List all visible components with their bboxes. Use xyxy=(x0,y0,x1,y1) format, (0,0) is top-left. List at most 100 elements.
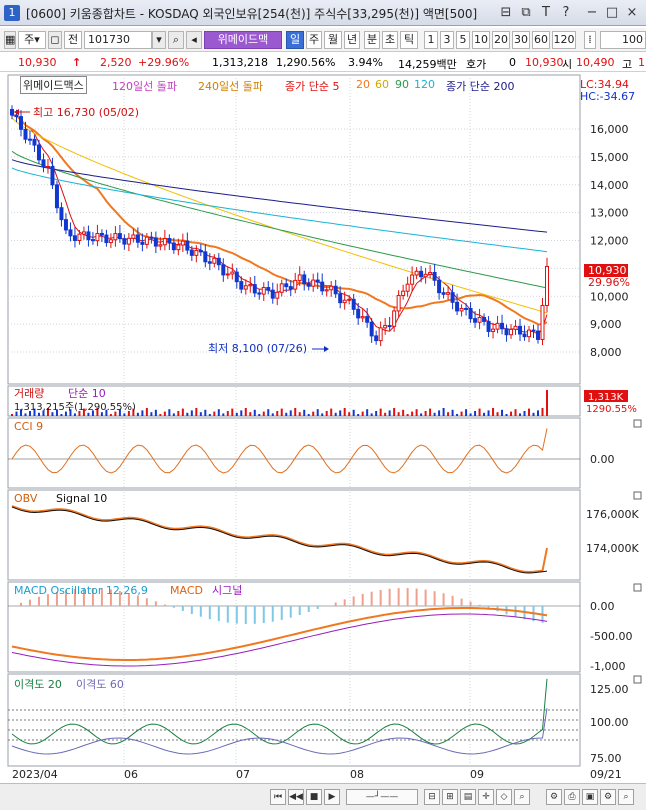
code-dropdown-icon[interactable]: ▾ xyxy=(152,31,166,49)
layout-icon[interactable]: ⊟ xyxy=(500,5,512,20)
search-icon[interactable]: ⌕ xyxy=(618,789,634,805)
scroll-first-icon[interactable]: ⏮ xyxy=(270,789,286,805)
macd-osc-bar xyxy=(307,606,310,613)
font-icon[interactable]: T xyxy=(542,5,550,20)
candle-body xyxy=(135,234,140,243)
ma120-cross-label: 120일선 돌파 xyxy=(112,80,177,93)
candle-body xyxy=(459,307,464,312)
volume-bar xyxy=(321,413,324,416)
quote-row: 10,930 ↑ 2,520 +29.96% 1,313,218 1,290.5… xyxy=(0,53,646,72)
volume-bar xyxy=(168,409,171,416)
search-icon[interactable]: ⌕ xyxy=(168,31,184,49)
layout-icon[interactable]: ▤ xyxy=(460,789,476,805)
scroll-forward-icon[interactable]: ▶ xyxy=(324,789,340,805)
candle-body xyxy=(153,237,158,247)
period-month-button[interactable]: 월 xyxy=(324,31,342,49)
period-tick-button[interactable]: 틱 xyxy=(400,31,418,49)
macd-osc-bar xyxy=(37,596,40,606)
zoom-out-icon[interactable]: ⊟ xyxy=(424,789,440,805)
volume-bar xyxy=(100,412,103,416)
stock-name-button[interactable]: 위메이드맥 xyxy=(204,31,282,49)
zoom-in-icon[interactable]: ⊞ xyxy=(442,789,458,805)
candle-body xyxy=(279,283,284,293)
macd-osc-bar xyxy=(136,595,139,606)
period-year-button[interactable]: 년 xyxy=(344,31,360,49)
interval-20-button[interactable]: 20 xyxy=(492,31,510,49)
scroll-back-icon[interactable]: ◀◀ xyxy=(288,789,304,805)
candle-body xyxy=(351,298,356,310)
candle-body xyxy=(360,316,365,319)
candle-body xyxy=(536,330,541,340)
x-label-sep: 09 xyxy=(470,768,484,781)
search-icon[interactable]: ◻ xyxy=(48,31,62,49)
legend-row: 위메이드맥스 120일선 돌파 240일선 돌파 종가 단순 5 20 60 9… xyxy=(0,74,646,96)
search-icon[interactable]: ⌕ xyxy=(514,789,530,805)
stock-name-label[interactable]: 위메이드맥스 xyxy=(20,76,87,94)
volume-bar xyxy=(159,414,162,416)
interval-3-button[interactable]: 3 xyxy=(440,31,454,49)
period-week-button[interactable]: 주 xyxy=(306,31,322,49)
macd-osc-bar xyxy=(172,606,175,608)
maximize-button[interactable]: □ xyxy=(605,5,619,20)
print-icon[interactable]: ⎙ xyxy=(564,789,580,805)
tools-icon[interactable]: ◇ xyxy=(496,789,512,805)
candle-body xyxy=(243,285,248,290)
candle-body xyxy=(14,114,19,118)
period-day-button[interactable]: 일 xyxy=(286,31,304,49)
interval-30-button[interactable]: 30 xyxy=(512,31,530,49)
candle-body xyxy=(162,238,167,246)
interval-5-button[interactable]: 5 xyxy=(456,31,470,49)
period-second-button[interactable]: 초 xyxy=(382,31,398,49)
volume-bar xyxy=(267,409,270,416)
interval-60-button[interactable]: 60 xyxy=(532,31,550,49)
count-input[interactable]: 100 xyxy=(600,31,646,49)
candle-body xyxy=(99,232,104,236)
candle-body xyxy=(378,327,383,342)
help-icon[interactable]: ? xyxy=(562,5,570,20)
candle-body xyxy=(500,322,505,330)
volume-bar xyxy=(19,409,22,416)
interval-10-button[interactable]: 10 xyxy=(472,31,490,49)
settings-icon[interactable]: ⚙ xyxy=(546,789,562,805)
volume-bar xyxy=(78,411,81,416)
macd-osc-bar xyxy=(46,594,49,606)
macd-osc-bar xyxy=(199,606,202,617)
macd-axis-1: -500.00 xyxy=(590,630,632,643)
restore-window-icon[interactable]: ⧉ xyxy=(521,5,531,20)
candle-body xyxy=(23,128,28,140)
price-axis-label: 13,000 xyxy=(590,207,629,220)
zoom-slider[interactable]: —┘—— xyxy=(346,789,418,805)
macd-osc-bar xyxy=(343,599,346,606)
interval-1-button[interactable]: 1 xyxy=(424,31,438,49)
volume-bar xyxy=(127,411,130,416)
save-icon[interactable]: ▣ xyxy=(582,789,598,805)
candle-body xyxy=(122,238,127,245)
config-icon[interactable]: ⚙ xyxy=(600,789,616,805)
volume-bar xyxy=(519,413,522,416)
chart-area[interactable]: 최고 16,730 (05/02) 최저 8,100 (07/26) 16,00… xyxy=(0,74,646,810)
disparity20-title: 이격도 20 xyxy=(14,678,62,691)
macd-signal-label: 시그널 xyxy=(212,584,242,597)
market-select[interactable]: 주▾ xyxy=(18,31,46,49)
crosshair-icon[interactable]: ✛ xyxy=(478,789,494,805)
pct-toggle[interactable]: 전 xyxy=(64,31,82,49)
sound-icon[interactable]: ◂ xyxy=(186,31,202,49)
volume-bar xyxy=(208,414,211,416)
candle-body xyxy=(333,285,338,295)
volume-bar xyxy=(73,413,76,416)
candle-body xyxy=(257,292,262,295)
candle-body xyxy=(428,271,433,275)
macd-osc-bar xyxy=(415,588,418,606)
ma60-line xyxy=(11,117,548,314)
stock-code-input[interactable]: 101730 xyxy=(84,31,152,49)
period-minute-button[interactable]: 분 xyxy=(364,31,380,49)
macd-osc-bar xyxy=(487,606,490,609)
grip-icon[interactable]: ▦ xyxy=(4,31,16,49)
volume-bar xyxy=(357,414,360,416)
stop-icon[interactable]: ■ xyxy=(306,789,322,805)
interval-120-button[interactable]: 120 xyxy=(552,31,576,49)
grip-icon: ⁞ xyxy=(584,31,596,49)
close-button[interactable]: × xyxy=(626,5,638,20)
minimize-button[interactable]: − xyxy=(586,5,598,20)
volume-bar xyxy=(11,414,13,416)
